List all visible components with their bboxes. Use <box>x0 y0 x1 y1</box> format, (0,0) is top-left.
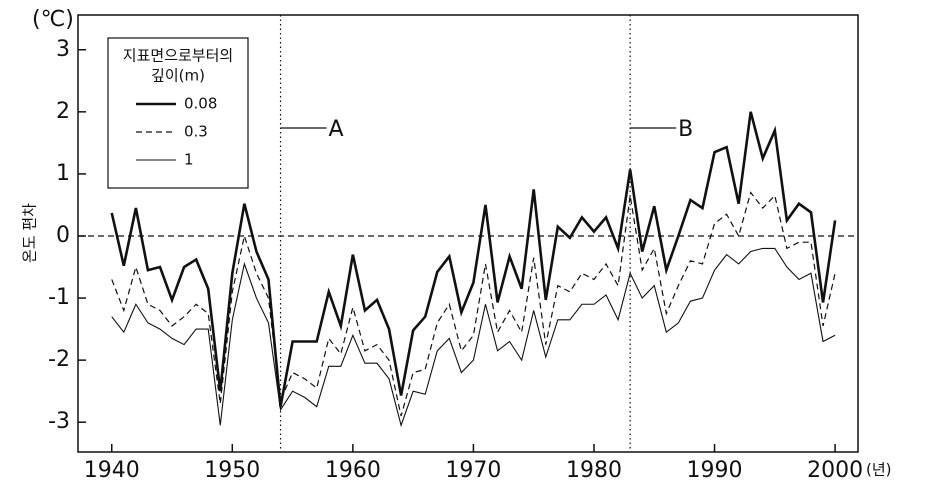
x-tick-label: 1970 <box>445 458 501 483</box>
x-tick-label: 1960 <box>325 458 381 483</box>
legend-label: 1 <box>184 151 194 169</box>
annotation-label: B <box>678 117 693 142</box>
legend-box <box>107 37 249 189</box>
y-unit: (℃) <box>32 7 74 32</box>
series-line <box>111 247 836 428</box>
series-line <box>111 191 836 417</box>
series-line <box>110 111 837 407</box>
x-tick-label: 1990 <box>687 458 743 483</box>
x-tick-label: 2000 <box>807 458 863 483</box>
y-tick-label: 3 <box>56 37 70 62</box>
legend-title: 깊이(m) <box>151 67 205 85</box>
y-tick-label: -2 <box>48 347 70 372</box>
annotation-label: A <box>329 117 344 142</box>
legend-label: 0.3 <box>184 123 208 141</box>
x-tick-label: 1950 <box>204 458 260 483</box>
x-tick-label: 1980 <box>566 458 622 483</box>
x-unit: (년) <box>866 461 892 479</box>
legend-title: 지표면으로부터의 <box>123 47 233 65</box>
y-tick-label: -3 <box>48 409 70 434</box>
y-axis-label: 온도 편차 <box>21 203 39 263</box>
y-tick-label: 0 <box>56 223 70 248</box>
y-tick-label: 2 <box>56 99 70 124</box>
legend-label: 0.08 <box>184 95 217 113</box>
plot-frame <box>77 14 859 453</box>
y-tick-label: 1 <box>56 161 70 186</box>
y-tick-label: -1 <box>48 285 70 310</box>
x-tick-label: 1940 <box>84 458 140 483</box>
